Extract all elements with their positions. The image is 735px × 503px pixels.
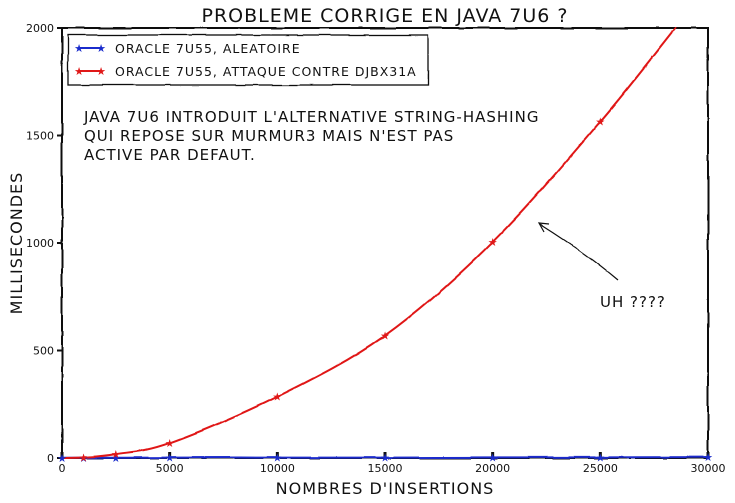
- annotation-line-3: active par defaut.: [84, 146, 256, 164]
- data-point-1: ★: [488, 237, 498, 249]
- x-tick-label: 30000: [691, 462, 726, 475]
- legend-label-random: Oracle 7u55, aleatoire: [115, 41, 301, 56]
- annotation-uh: uh ????: [600, 293, 666, 311]
- data-point-1: ★: [165, 438, 175, 450]
- x-tick-label: 5000: [156, 462, 184, 475]
- annotation-arrow-head: [537, 222, 550, 233]
- annotation-line-2: qui repose sur Murmur3 mais n'est pas: [84, 127, 454, 145]
- annotation-note: Java 7u6 introduit l'alternative String-…: [83, 108, 539, 164]
- data-point-0: ★: [272, 453, 282, 465]
- legend-box: [67, 34, 429, 86]
- annotation-arrow: [539, 223, 619, 281]
- data-point-1: ★: [111, 449, 121, 461]
- data-point-1: ★: [380, 330, 390, 342]
- data-point-0: ★: [595, 452, 605, 464]
- data-point-1: ★: [272, 392, 282, 404]
- data-point-0: ★: [703, 452, 713, 464]
- y-axis-label: Millisecondes: [7, 172, 26, 315]
- data-point-0: ★: [165, 453, 175, 465]
- x-tick-label: 10000: [260, 462, 295, 475]
- x-tick-label: 25000: [583, 462, 618, 475]
- y-tick-label: 500: [33, 345, 54, 358]
- x-axis-label: Nombres d'insertions: [276, 479, 495, 498]
- data-point-0: ★: [79, 453, 89, 465]
- legend: ★ ★ Oracle 7u55, aleatoire ★ ★ Oracle 7u…: [67, 34, 429, 86]
- series-line-0: [61, 456, 709, 459]
- legend-marker-attack-right: ★: [96, 66, 106, 78]
- x-tick-label: 20000: [475, 462, 510, 475]
- series-line-1: [61, 27, 677, 459]
- y-tick-label: 1500: [26, 130, 54, 143]
- data-point-1: ★: [595, 117, 605, 129]
- plot-frame: [61, 27, 709, 459]
- y-tick-label: 1000: [26, 237, 54, 250]
- chart-title: Probleme corrige en Java 7u6 ?: [201, 5, 568, 27]
- x-tick-label: 0: [59, 462, 66, 475]
- marker-layer: ★ ★ ★ ★ ★ ★ ★ ★ ★★ ★★★★★★: [57, 117, 713, 465]
- data-point-0: ★: [488, 452, 498, 464]
- series-layer: [61, 27, 709, 459]
- x-axis-ticks: 0 5000 10000 15000 20000 25000 30000: [59, 452, 726, 475]
- legend-marker-random-left: ★: [74, 43, 84, 55]
- data-point-0: ★: [380, 453, 390, 465]
- y-tick-label: 0: [47, 452, 54, 465]
- data-point-0: ★: [57, 453, 67, 465]
- legend-marker-random-right: ★: [96, 43, 106, 55]
- legend-marker-attack-left: ★: [74, 66, 84, 78]
- legend-label-attack: Oracle 7u55, attaque contre djbx31a: [115, 64, 417, 79]
- y-tick-label: 2000: [26, 22, 54, 35]
- data-point-1: ★: [79, 452, 89, 464]
- x-tick-label: 15000: [368, 462, 403, 475]
- annotation-line-1: Java 7u6 introduit l'alternative String-…: [83, 108, 539, 126]
- data-point-0: ★: [111, 453, 121, 465]
- y-axis-ticks: 0 500 1000 1500 2000: [26, 22, 62, 465]
